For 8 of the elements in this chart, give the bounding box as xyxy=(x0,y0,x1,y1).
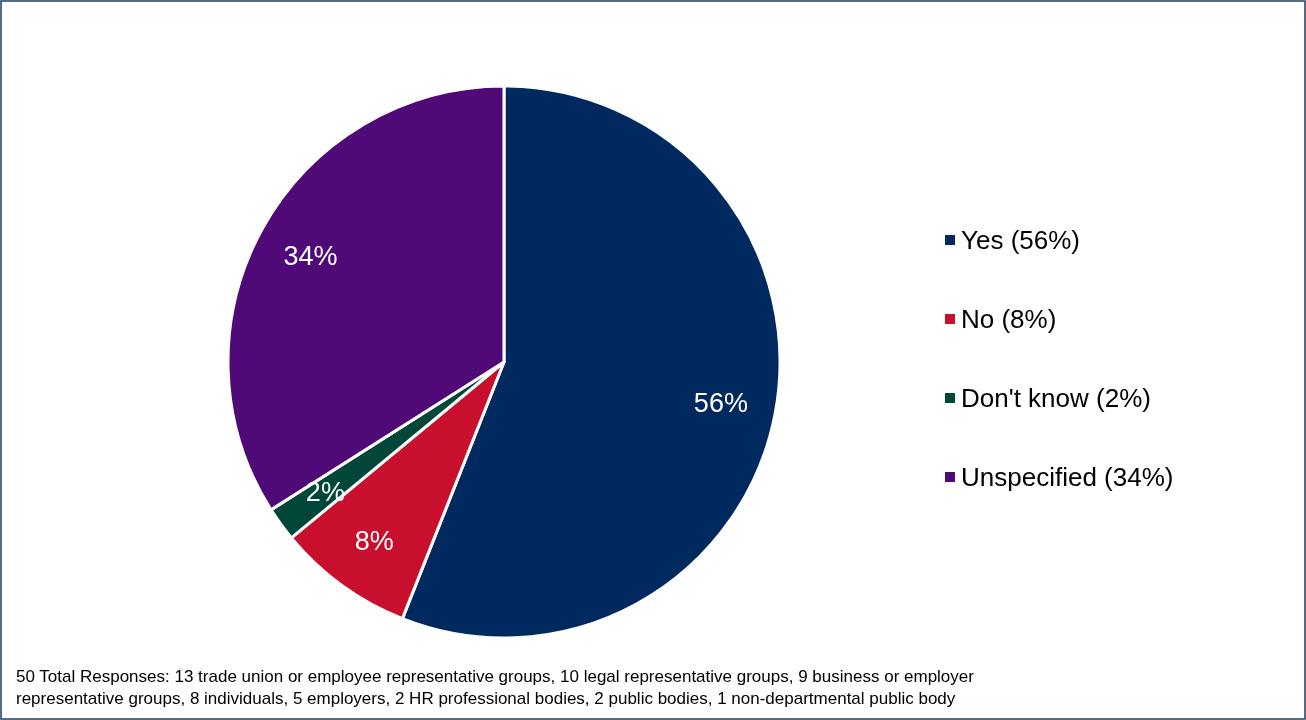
data-label: 56% xyxy=(693,388,748,419)
data-label: 34% xyxy=(283,240,338,271)
data-label: 8% xyxy=(354,525,394,556)
legend-label: No (8%) xyxy=(961,304,1057,334)
legend-label: Don't know (2%) xyxy=(961,383,1151,413)
legend-label: Unspecified (34%) xyxy=(961,462,1174,492)
text: 50 Total Responses: 13 trade union or employee representative groups, 10 legal representative groups, 9 business or employer representative groups, 8 individuals, 5 employers, 2 HR professional bodies, 2 public bodies, 1 non-departmental public body xyxy=(16,667,975,708)
legend-label: Yes (56%) xyxy=(961,225,1080,255)
